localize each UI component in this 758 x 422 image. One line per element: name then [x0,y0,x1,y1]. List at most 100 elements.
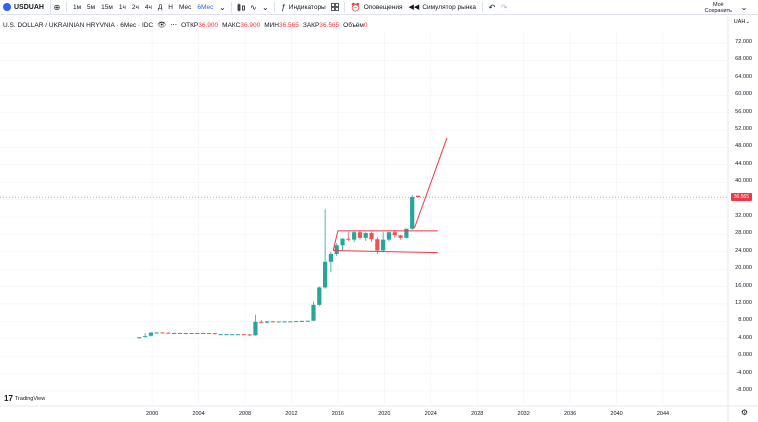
candle-body [386,232,392,240]
interval-4h[interactable]: 4ч [144,3,152,11]
candle-body [381,239,386,251]
candle-body [160,332,165,334]
interval-week[interactable]: Н [168,3,173,11]
candle-body [177,332,183,334]
symbol-search[interactable]: USDUAH [0,0,51,15]
x-tick-label: 2032 [517,411,530,417]
candle-body [253,321,258,336]
candle-body [346,238,351,240]
candles-chart-type-icon[interactable] [235,0,247,15]
x-tick-label: 2008 [238,411,252,417]
currency-label[interactable]: UAH⌄ [734,19,750,25]
undo-icon[interactable]: ↶ [488,2,496,12]
candle-body [392,232,397,236]
legend-low-label: МИН [264,21,279,29]
line-wave-icon[interactable]: ∿ [249,2,257,12]
y-tick-label: 32.000 [735,213,752,219]
toolbar-divider [274,1,276,13]
candle-body [224,334,229,336]
candle-body [137,337,142,339]
chevron-down-icon: ⌄ [745,19,750,25]
redo-icon[interactable]: ↷ [500,2,508,12]
symbol-name: USDUAH [14,3,44,11]
trend-line [414,137,448,229]
candle-body [206,333,212,335]
candle-body [317,287,322,305]
toolbar-divider [482,1,484,13]
interval-6month[interactable]: 6Мес [197,3,214,11]
x-tick-label: 2024 [424,411,437,417]
x-tick-label: 2004 [192,411,205,417]
candle-body [334,245,339,254]
tradingview-logo-text: TradingView [14,395,46,402]
y-tick-label: 56.000 [735,108,752,115]
candle-body [143,336,148,338]
alarm-clock-icon: ⏰ [350,2,361,12]
toolbar-divider [65,1,67,13]
y-tick-label: 16.000 [735,282,752,289]
replay-label: Симулятор рынка [422,3,477,11]
x-tick-label: 2036 [563,411,577,417]
y-tick-label: 24.000 [735,247,752,254]
toolbar-divider [231,1,233,13]
alerts-button[interactable]: ⏰ Оповещения [348,0,406,15]
indicators-icon: ƒ [281,2,286,12]
trend-line [332,230,438,251]
x-tick-label: 2028 [471,411,484,417]
chevron-down-icon[interactable]: ⌄ [218,2,226,12]
y-tick-label: 64.000 [735,73,752,80]
chevron-down-icon[interactable]: ⌄ [261,2,269,12]
candle-body [212,333,217,335]
legend-close-value: 36.565 [319,21,340,29]
y-tick-label: -4.000 [736,369,752,376]
interval-5m[interactable]: 5м [87,3,96,11]
y-tick-label: -8.000 [736,386,752,393]
candle-body [352,232,357,240]
gear-icon[interactable]: ⚙ [740,408,748,417]
legend-low-value: 36.565 [279,21,299,29]
candle-body [264,321,270,323]
y-tick-label: 20.000 [735,265,752,272]
tradingview-logo[interactable]: 17 TradingView [4,394,45,403]
eye-icon[interactable]: 👁 [157,22,167,29]
alerts-label: Оповещения [363,3,403,11]
legend-volume-label: Объём [343,21,364,29]
toolbar-divider [343,1,345,13]
interval-day[interactable]: Д [157,3,163,11]
interval-1h[interactable]: 1ч [118,3,126,11]
y-tick-label: 40.000 [735,178,752,185]
interval-month[interactable]: Мес [179,3,192,11]
save-layout-button[interactable]: Моё Сохранить [705,2,732,14]
chevron-down-icon[interactable]: ⌄ [740,3,748,12]
compare-add-icon[interactable]: ⊕ [53,2,61,12]
candle-body [166,332,171,334]
tradingview-mark-icon: 17 [4,394,13,403]
candle-body [410,196,415,229]
candle-body [247,334,252,336]
symbol-flag-icon [3,3,11,11]
more-dots-icon[interactable]: ⋯ [170,22,178,29]
top-toolbar: USDUAH ⊕ 1м 5м 15м 1ч 2ч 4ч Д Н Мес 6Мес… [0,0,758,15]
legend-title: U.S. DOLLAR / UKRAINIAN HRYVNIA · 6Мес ·… [3,21,154,29]
candle-body [369,233,374,240]
interval-15m[interactable]: 15м [101,3,113,11]
interval-2h[interactable]: 2ч [131,3,139,11]
y-tick-label: 4.000 [738,334,752,341]
candle-body [293,321,299,323]
y-tick-label: 72.000 [735,39,752,46]
x-tick-label: 2020 [378,411,391,417]
y-tick-label: 68.000 [735,56,752,63]
y-tick-label: 48.000 [735,143,752,150]
layout-grid-icon[interactable] [329,0,341,15]
interval-1m[interactable]: 1м [72,3,82,11]
replay-button[interactable]: ◀◀ Симулятор рынка [406,0,480,15]
indicators-button[interactable]: ƒ Индикаторы [278,0,328,15]
y-tick-label: 28.000 [735,230,752,237]
legend-close-label: ЗАКР [302,21,320,29]
candle-body [230,334,235,336]
x-tick-label: 2044 [656,411,670,417]
x-tick-label: 2016 [331,411,344,417]
candle-body [270,321,275,323]
candle-body [282,321,287,323]
